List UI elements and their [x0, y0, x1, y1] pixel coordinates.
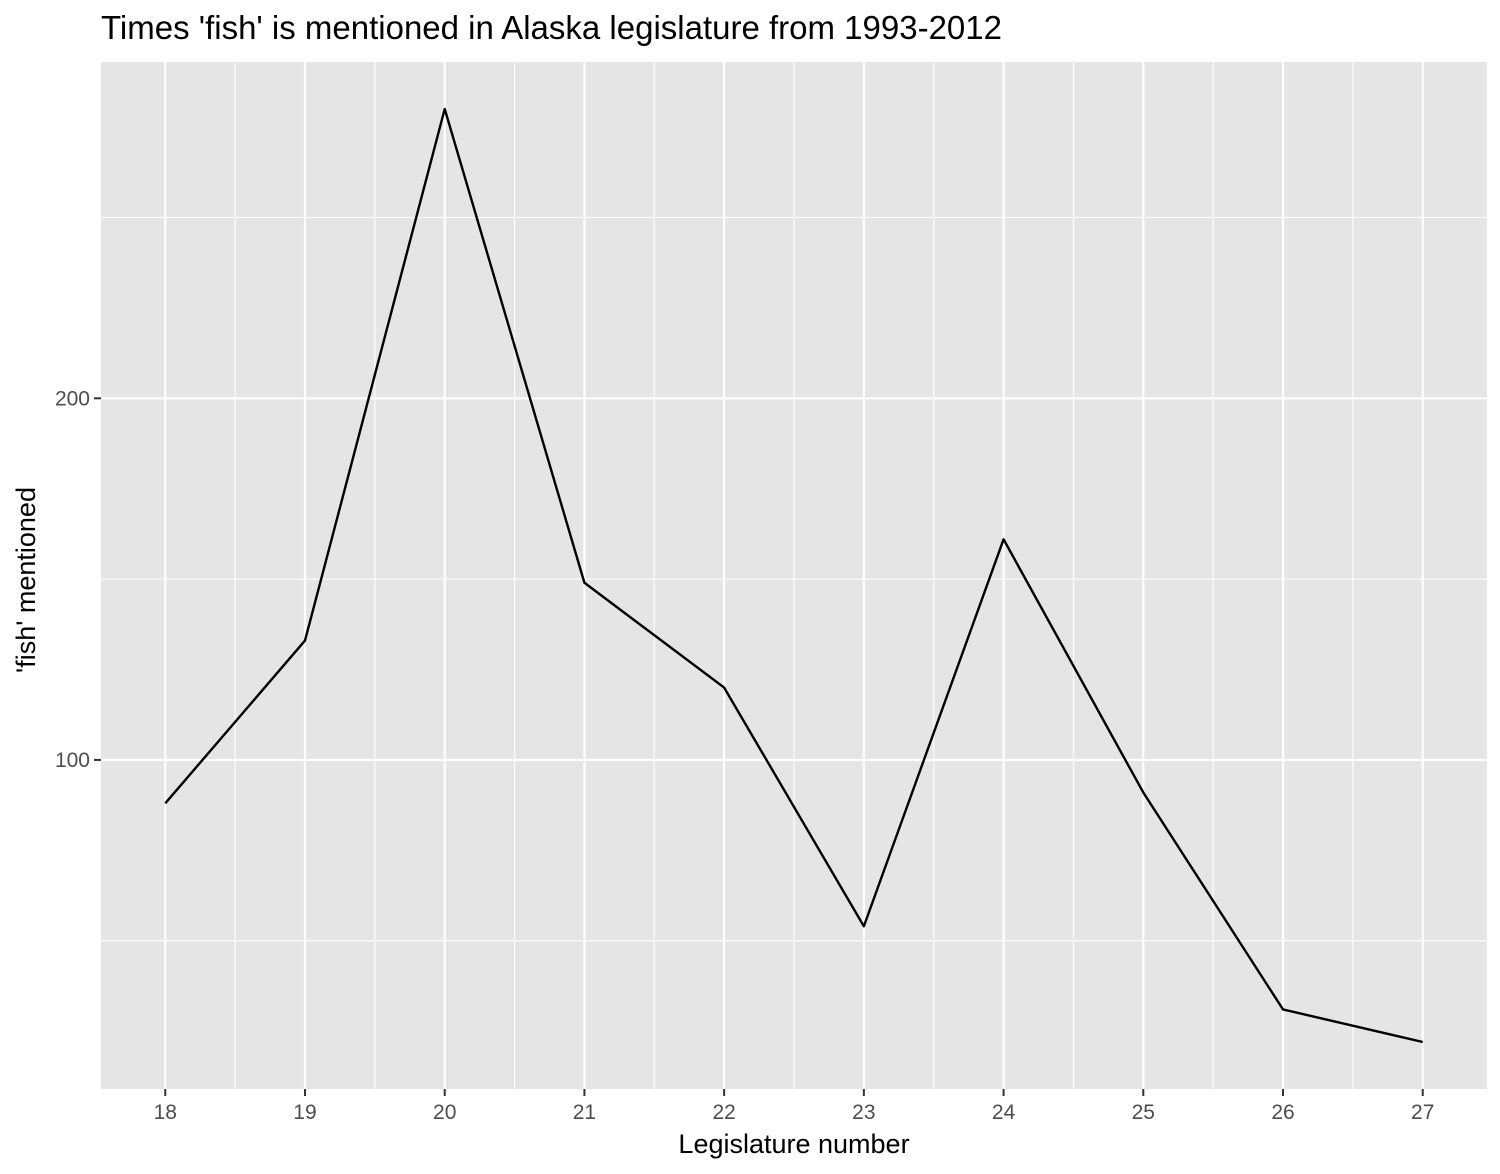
x-tick-label: 21	[573, 1101, 596, 1124]
x-tick-label: 22	[712, 1101, 735, 1124]
x-axis-title: Legislature number	[678, 1129, 909, 1159]
y-tick-label: 200	[55, 387, 90, 410]
major-gridlines	[101, 62, 1487, 1089]
x-axis: 18 19 20 21 22 23 24 25 26 27	[154, 1089, 1434, 1124]
series-line	[164, 107, 1424, 1044]
x-tick-label: 20	[433, 1101, 456, 1124]
series-layer	[164, 107, 1424, 1044]
x-tick-label: 24	[992, 1101, 1016, 1124]
x-tick-label: 25	[1132, 1101, 1155, 1124]
x-tick-label: 23	[852, 1101, 875, 1124]
x-tick-label: 26	[1271, 1101, 1294, 1124]
y-axis-title: 'fish' mentioned	[11, 487, 41, 673]
x-tick-label: 27	[1411, 1101, 1434, 1124]
y-axis: 100 200	[55, 387, 101, 772]
chart-title: Times 'fish' is mentioned in Alaska legi…	[101, 9, 1002, 46]
x-tick-label: 19	[293, 1101, 316, 1124]
minor-gridlines	[101, 62, 1487, 1089]
y-tick-label: 100	[55, 749, 90, 772]
x-tick-label: 18	[154, 1101, 177, 1124]
